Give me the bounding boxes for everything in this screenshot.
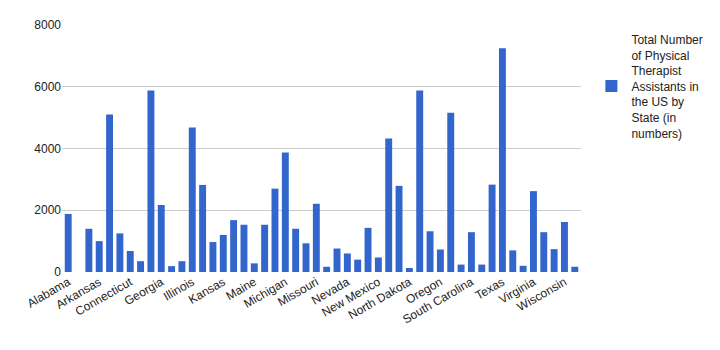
svg-text:Michigan: Michigan [241,275,290,311]
svg-text:North Dakota: North Dakota [346,275,415,323]
svg-text:8000: 8000 [34,18,61,32]
svg-text:Texas: Texas [473,275,507,303]
svg-text:Illinois: Illinois [161,275,197,304]
svg-text:0: 0 [54,265,61,279]
svg-text:2000: 2000 [34,203,61,217]
svg-text:Kansas: Kansas [186,275,228,307]
svg-text:Oregon: Oregon [403,275,445,307]
svg-text:Total Numberof PhysicalTherapi: Total Numberof PhysicalTherapistAssistan… [631,33,702,141]
svg-text:Wisconsin: Wisconsin [515,275,569,314]
svg-text:Alabama: Alabama [25,275,73,311]
svg-text:Missouri: Missouri [275,275,321,309]
svg-text:4000: 4000 [34,142,61,156]
svg-text:Georgia: Georgia [122,275,166,309]
svg-text:Nevada: Nevada [309,275,352,308]
svg-text:Maine: Maine [223,275,259,304]
svg-text:Connecticut: Connecticut [73,274,135,318]
svg-text:New Mexico: New Mexico [319,275,383,320]
svg-text:Arkansas: Arkansas [53,275,103,312]
svg-text:South Carolina: South Carolina [400,275,476,327]
svg-text:Virginia: Virginia [496,275,538,307]
svg-text:6000: 6000 [34,80,61,94]
